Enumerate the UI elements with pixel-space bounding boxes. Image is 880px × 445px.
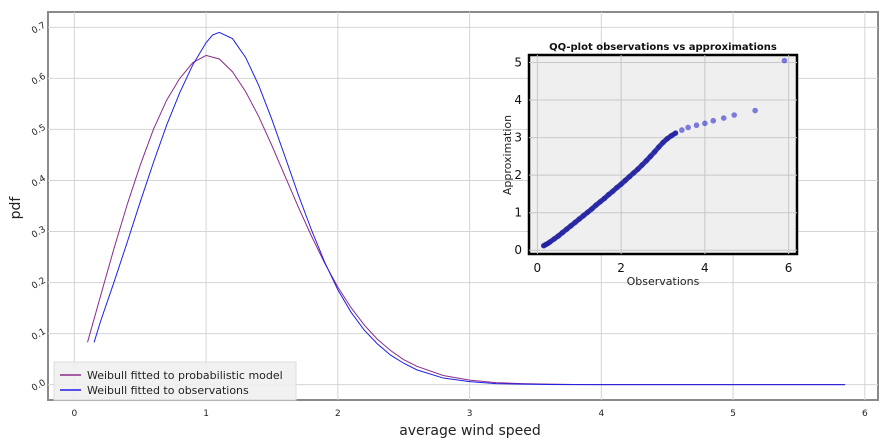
legend-box	[53, 361, 297, 401]
inset-dense-points-band	[541, 130, 679, 249]
main-x-tick-labels: 0 1 2 3 4 5 6	[71, 409, 867, 419]
inset-scatter-point	[752, 107, 758, 114]
inset-scatter-point	[693, 122, 700, 129]
inset-x-tick-labels: 0 2 4 6	[534, 261, 793, 275]
inset-y-axis-label: Approximation	[501, 115, 514, 195]
main-x-tick-label: 1	[203, 409, 209, 419]
main-y-tick-label: 0.5	[30, 123, 47, 139]
inset-scatter-point	[679, 127, 685, 133]
main-y-tick-label: 0.4	[30, 174, 48, 190]
inset-y-tick-label: 5	[514, 56, 522, 70]
main-x-tick-label: 2	[335, 409, 341, 419]
inset-y-tick-label: 3	[514, 131, 522, 145]
main-x-tick-label: 5	[730, 409, 736, 419]
legend-label-observations: Weibull fitted to observations	[87, 384, 249, 397]
main-y-tick-labels: 0.0 0.1 0.2 0.3 0.4 0.5 0.6 0.7	[30, 21, 48, 394]
main-series-line-1	[93, 31, 846, 386]
inset-qq-plot: QQ-plot observations vs approximations 0…	[501, 42, 799, 288]
inset-x-tick-label: 0	[534, 261, 542, 275]
main-y-tick-label: 0.0	[30, 378, 48, 394]
main-y-tick-label: 0.2	[30, 276, 47, 292]
main-y-tick-label: 0.7	[30, 21, 47, 37]
main-series-lines	[87, 31, 846, 386]
inset-grid	[529, 55, 797, 254]
inset-scatter-point	[702, 120, 708, 127]
inset-y-tick-label: 4	[514, 93, 522, 107]
inset-scatter-point	[685, 124, 691, 131]
main-x-tick-label: 6	[862, 409, 868, 419]
inset-x-tick-label: 4	[701, 261, 709, 275]
inset-y-tick-labels: 0 1 2 3 4 5	[514, 56, 522, 258]
inset-x-tick-label: 6	[785, 261, 793, 275]
inset-scatter-points	[540, 57, 788, 249]
main-x-tick-label: 0	[71, 409, 77, 419]
inset-x-axis-label: Observations	[627, 275, 700, 288]
legend-label-probabilistic: Weibull fitted to probabilistic model	[87, 369, 283, 382]
inset-scatter-point	[731, 112, 737, 118]
inset-x-tick-label: 2	[617, 261, 625, 275]
main-x-tick-label: 4	[598, 409, 604, 419]
inset-scatter-point	[781, 57, 788, 64]
inset-y-tick-label: 0	[514, 243, 522, 257]
main-y-tick-label: 0.3	[30, 225, 47, 241]
main-y-tick-label: 0.1	[30, 327, 47, 343]
inset-y-tick-label: 1	[514, 206, 522, 220]
inset-scatter-point	[710, 117, 717, 124]
legend: Weibull fitted to probabilistic model We…	[53, 361, 297, 401]
inset-scatter-point	[720, 115, 727, 121]
main-x-axis-label: average wind speed	[399, 423, 541, 439]
main-y-axis-label: pdf	[8, 196, 24, 220]
inset-y-tick-label: 2	[514, 168, 522, 182]
main-y-tick-label: 0.6	[30, 72, 48, 88]
main-x-tick-label: 3	[467, 409, 473, 419]
inset-title: QQ-plot observations vs approximations	[549, 42, 777, 53]
